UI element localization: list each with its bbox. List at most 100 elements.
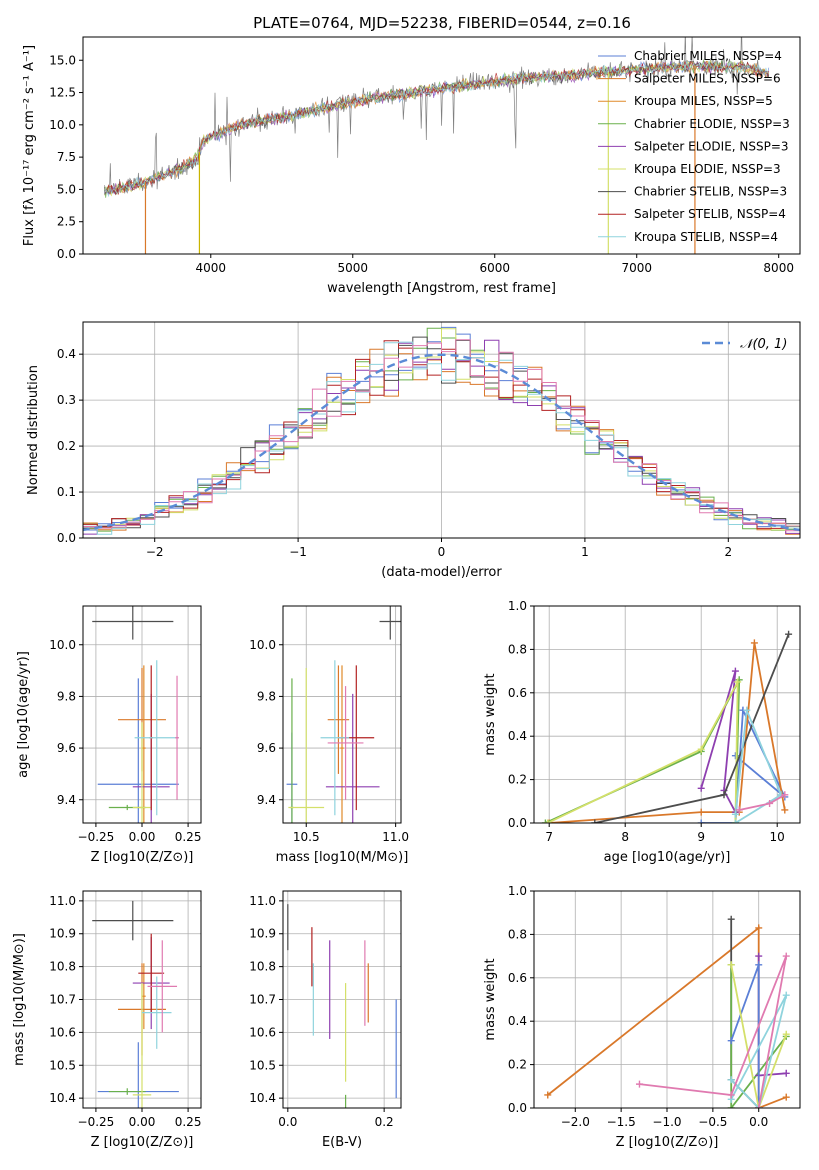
x-tick-label: 6000 [479,261,510,275]
data-marker [720,791,728,799]
data-marker [782,1030,790,1038]
data-marker [731,810,739,818]
x-tick-label: 5000 [337,261,368,275]
legend-entry: Salpeter MILES, NSSP=6 [634,72,781,86]
x-tick-label: 0.2 [375,1115,394,1129]
weight-line [547,681,739,823]
panel-7: −2.0 −1.5 −1.0 −0.5 0.0 0.0 0.2 0.4 0.6 0.8 1.0 Z [… [483,884,801,1150]
weight-line [639,955,788,1108]
data-marker [782,952,790,960]
panel-5: −0.25 0.00 0.25 10.4 10.5 10.6 10.7 10.8 10.9 11.… [12,890,202,1150]
data-marker [541,819,549,823]
y-tick-label: 0.2 [57,439,76,453]
model-spectrum [103,59,770,198]
model-spectrum [103,60,770,196]
y-tick-label: 0.2 [508,773,527,787]
y-tick-label: 0.0 [57,247,76,261]
observed-spectrum [103,37,770,194]
plot-area [534,606,800,823]
weight-line [730,994,788,1108]
legend-entry: Kroupa STELIB, NSSP=4 [634,230,778,244]
data-marker [735,806,743,814]
data-marker [755,1104,763,1108]
data-marker [743,706,751,714]
y-tick-label: 0.8 [508,642,527,656]
y-tick-label: 12.5 [49,86,76,100]
x-tick-label: 9 [697,830,705,844]
y-tick-label: 10.9 [49,927,76,941]
panel-2: −0.25 0.00 0.25 9.4 9.6 9.8 10.0 Z [log10(Z/Z⊙)… [16,605,202,865]
legend-entry: Salpeter ELODIE, NSSP=3 [634,139,789,153]
data-marker [755,952,763,960]
data-marker [727,1076,735,1084]
data-marker [766,799,774,807]
y-tick-label: 7.5 [57,150,76,164]
weight-series [591,630,793,823]
y-tick-label: 10.8 [49,960,76,974]
y-tick-label: 0.0 [508,1101,527,1115]
x-tick-label: 0.0 [278,1115,297,1129]
x-tick-label: 0.00 [129,1115,156,1129]
weight-line [700,670,737,813]
x-tick-label: −1.0 [652,1115,681,1129]
y-tick-label: 10.6 [49,1025,76,1039]
axes-frame [533,890,801,1109]
axes-frame [533,605,801,824]
weight-series [545,639,789,823]
data-marker [727,1091,735,1099]
x-tick-label: −0.25 [78,1115,115,1129]
x-tick-label: 0 [438,545,446,559]
plot-area [534,891,800,1108]
x-axis-label: Z [log10(Z/Z⊙)] [91,1135,194,1150]
x-tick-label: 2 [724,545,732,559]
y-tick-label: 10.5 [49,1058,76,1072]
y-tick-label: 10.7 [249,993,276,1007]
data-marker [591,819,599,823]
y-tick-label: 10.7 [49,993,76,1007]
x-tick-label: 10 [770,830,785,844]
panel-4: 7 8 9 10 0.0 0.2 0.4 0.6 0.8 1.0 age [log10(age/yr… [483,599,801,865]
x-axis-label: age [log10(age/yr)] [604,850,731,865]
data-marker [781,806,789,814]
x-tick-label: −2 [146,545,164,559]
x-tick-label: 0.00 [129,830,156,844]
y-axis-label: age [log10(age/yr)] [16,651,31,778]
weight-line [545,679,741,823]
data-marker [781,791,789,799]
plot-area [283,891,401,1108]
x-axis-label: (data-model)/error [381,565,502,580]
data-marker [727,1037,735,1045]
x-tick-label: 11.0 [382,830,409,844]
x-tick-label: 8 [621,830,629,844]
weight-line [734,709,783,823]
data-marker [697,808,705,816]
x-tick-label: 7000 [621,261,652,275]
weight-line [594,633,790,823]
x-tick-label: 0.0 [749,1115,768,1129]
plot-area [283,606,401,823]
weight-series [755,952,790,1079]
y-tick-label: 0.0 [57,531,76,545]
y-tick-label: 0.4 [508,1014,527,1028]
legend-entry: Kroupa MILES, NSSP=5 [634,94,773,108]
y-tick-label: 9.6 [57,741,76,755]
data-marker [635,1080,643,1088]
legend-entry: 𝒩(0, 1) [740,337,787,352]
y-axis-label: mass [log10(M/M⊙)] [12,933,27,1066]
y-tick-label: 9.4 [257,793,276,807]
y-tick-label: 5.0 [57,182,76,196]
data-marker [731,667,739,675]
data-marker [697,745,705,753]
y-axis-label: mass weight [483,958,498,1040]
weight-line [730,964,788,1108]
axes-frame [82,605,202,824]
y-tick-label: 0.2 [508,1058,527,1072]
data-marker [697,819,705,823]
x-tick-label: −1 [289,545,307,559]
data-marker [782,991,790,999]
data-marker [727,915,735,923]
y-tick-label: 1.0 [508,599,527,613]
plot-area [103,37,770,254]
y-tick-label: 10.4 [249,1091,276,1105]
plot-area [83,322,800,538]
